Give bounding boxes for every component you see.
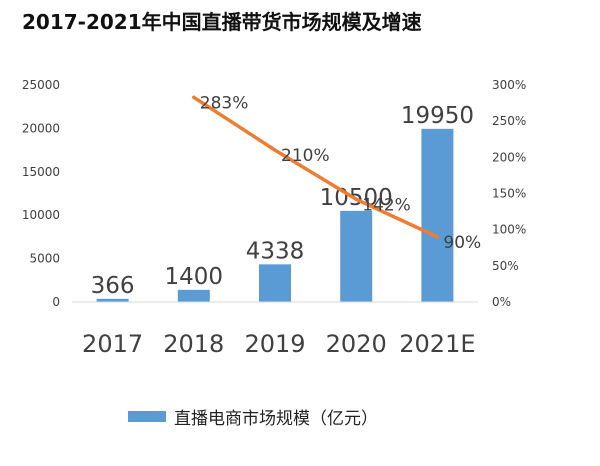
legend-swatch — [128, 411, 166, 422]
bar — [96, 298, 129, 302]
growth-line-series — [192, 95, 440, 239]
right-axis-tick-label: 100% — [492, 223, 526, 237]
right-axis-tick-label: 200% — [492, 150, 526, 164]
chart-title: 2017-2021年中国直播带货市场规模及增速 — [22, 10, 422, 34]
right-axis-tick-label: 150% — [492, 187, 526, 201]
legend: 直播电商市场规模（亿元） — [128, 404, 378, 429]
growth-point — [435, 235, 439, 239]
growth-data-label: 90% — [443, 233, 481, 253]
x-axis: 2017 2018 2019 2020 2021E — [72, 301, 478, 358]
chart-canvas: 0 5000 10000 15000 20000 25000 0% 50% 100% 150% 2… — [22, 78, 527, 358]
right-axis-tick-label: 250% — [492, 114, 526, 128]
bar — [340, 210, 373, 302]
growth-data-label: 210% — [281, 146, 330, 166]
growth-data-label: 142% — [362, 195, 411, 215]
left-axis-tick-label: 0 — [52, 295, 60, 309]
bar-data-label: 1400 — [165, 264, 224, 290]
right-axis: 0% 50% 100% 150% 200% 250% 300% — [492, 78, 526, 309]
growth-point — [354, 197, 358, 201]
left-axis-tick-label: 10000 — [22, 208, 60, 222]
left-axis-tick-label: 20000 — [22, 121, 60, 135]
growth-line — [192, 95, 440, 239]
growth-data-label: 283% — [200, 93, 249, 113]
growth-data-labels: 283% 210% 142% 90% — [200, 93, 481, 253]
x-axis-tick-label: 2020 — [326, 330, 387, 358]
bar-data-label: 4338 — [246, 238, 305, 264]
left-axis-tick-label: 15000 — [22, 165, 60, 179]
growth-point — [192, 95, 196, 99]
x-axis-tick-label: 2021E — [399, 330, 475, 358]
x-axis-tick-label: 2017 — [82, 330, 143, 358]
x-axis-tick-label: 2018 — [163, 330, 224, 358]
left-axis-tick-label: 5000 — [29, 252, 60, 266]
left-axis: 0 5000 10000 15000 20000 25000 — [22, 78, 60, 309]
bar — [259, 264, 291, 302]
left-axis-tick-label: 25000 — [22, 78, 60, 92]
bar — [421, 128, 454, 302]
legend-label: 直播电商市场规模（亿元） — [174, 409, 378, 429]
right-axis-tick-label: 0% — [492, 295, 511, 309]
bar — [177, 289, 210, 302]
bar-series — [96, 128, 454, 302]
bar-data-label: 19950 — [401, 103, 474, 129]
right-axis-tick-label: 50% — [492, 259, 519, 273]
bar-data-label: 366 — [91, 273, 135, 299]
x-axis-tick-label: 2019 — [244, 330, 305, 358]
right-axis-tick-label: 300% — [492, 78, 526, 92]
growth-point — [273, 148, 277, 152]
